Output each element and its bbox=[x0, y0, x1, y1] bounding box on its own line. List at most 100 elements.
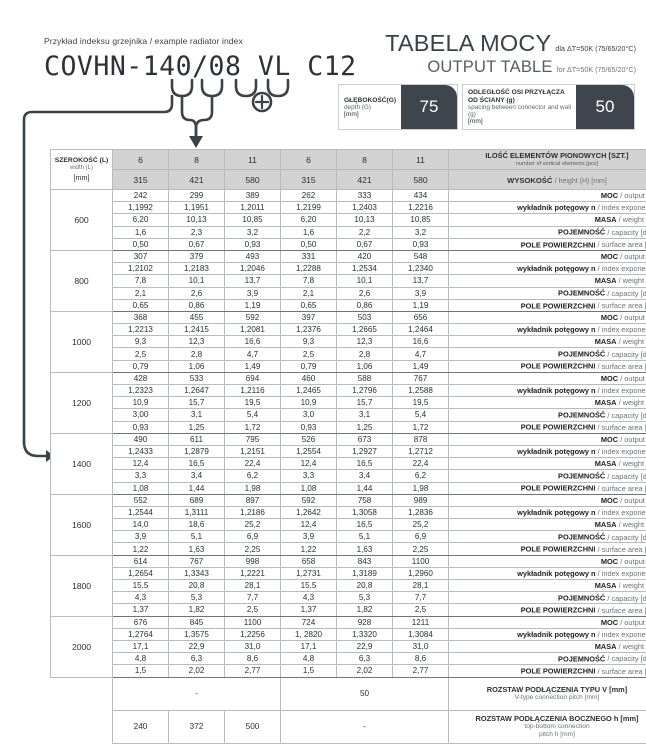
cell-value: 299 bbox=[168, 188, 225, 203]
bottom-row-v-connection: -50 ROZSTAW PODŁĄCZENIA TYPU V [mm] V-type… bbox=[50, 676, 646, 743]
table-row: 0,50 0,67 0,93 0,50 0,67 0,93 POLE POWIERZCHNI… bbox=[51, 237, 646, 251]
row-description-area: POLE POWIERZCHNI / surface area [m2] bbox=[448, 237, 646, 251]
cell-value: 17,1 bbox=[280, 639, 337, 654]
cell-value: 611 bbox=[168, 432, 225, 446]
cell-value: 1,2256 bbox=[224, 627, 281, 641]
cell-value: 1100 bbox=[392, 554, 449, 568]
cell-value: 7,7 bbox=[224, 591, 281, 605]
spec-depth-value: 75 bbox=[401, 85, 457, 129]
table-row: 3,9 5,1 6,9 3,9 5,1 6,9 POJEMNOŚĆ / capacity [… bbox=[51, 530, 646, 544]
cell-value: 5,1 bbox=[336, 530, 393, 544]
cell-value: 242 bbox=[112, 188, 169, 203]
cell-value: 10,13 bbox=[168, 213, 225, 227]
row-description-moc: MOC / output [W] bbox=[448, 188, 646, 203]
row-description-area: POLE POWIERZCHNI / surface area [m2] bbox=[448, 542, 646, 556]
row-width-label: 1800 bbox=[50, 554, 113, 617]
cell-value: 1,2011 bbox=[224, 201, 281, 215]
row-width-label: 1000 bbox=[50, 310, 113, 373]
cell-value: 25,2 bbox=[392, 518, 449, 532]
row-description-exponent: wykładnik potęgowy n / index exponent n bbox=[448, 444, 646, 459]
cell-value: 845 bbox=[168, 615, 225, 629]
cell-value: 3,9 bbox=[392, 286, 449, 300]
cell-value: 1,3575 bbox=[168, 627, 225, 641]
cell-value: 1,2433 bbox=[112, 444, 169, 459]
cell-value: 588 bbox=[336, 371, 393, 386]
table-row: 1,2323 1,2647 1,2116 1,2465 1,2796 1,2588 wykł… bbox=[51, 383, 646, 398]
cell-value: 1,63 bbox=[168, 542, 225, 556]
row-description-masa: MASA / weight [kg] bbox=[448, 335, 646, 349]
cell-value: 1,2647 bbox=[168, 383, 225, 398]
cell-value: 1,2213 bbox=[112, 323, 169, 337]
cell-value: 7,7 bbox=[392, 591, 449, 605]
cell-value: 397 bbox=[280, 310, 337, 325]
title-block: TABELA MOCY dla ΔT=50K (75/65/20°C) OUTPU… bbox=[316, 30, 636, 77]
cell-value: 22,4 bbox=[392, 457, 449, 471]
row-description-masa: MASA / weight [kg] bbox=[448, 518, 646, 532]
cell-value: 16,6 bbox=[224, 335, 281, 349]
output-data-table: SZEROKOŚĆ (L) width (L) [mm] 6 8 11 6 8 11 ILOŚĆ … bbox=[50, 149, 646, 744]
title-sub-line: OUTPUT TABLE for ΔT=50K (75/65/20°C) bbox=[316, 58, 636, 77]
cell-value: 0,67 bbox=[336, 237, 393, 251]
row-description-capacity: POJEMNOŚĆ / capacity [dm3] bbox=[448, 347, 646, 361]
header-element-count-6: 11 bbox=[392, 149, 449, 170]
cell-value: 3,9 bbox=[224, 286, 281, 300]
cell-value: 12,4 bbox=[280, 457, 337, 471]
cell-value: 1,98 bbox=[392, 481, 449, 495]
cell-value: 262 bbox=[280, 188, 337, 203]
spec-box-depth: GŁĘBOKOŚĆ(G) depth (G) [mm] 75 bbox=[338, 84, 458, 130]
cell-value: 1,2288 bbox=[280, 262, 337, 276]
cell-value: 2,1 bbox=[112, 286, 169, 300]
table-row: 2,1 2,6 3,9 2,1 2,6 3,9 POJEMNOŚĆ / capacity [… bbox=[51, 286, 646, 300]
cell-value: 9,3 bbox=[112, 335, 169, 349]
cell-value: 3,9 bbox=[112, 530, 169, 544]
spec-depth-text: GŁĘBOKOŚĆ(G) depth (G) [mm] bbox=[339, 85, 401, 129]
cell-value: 1,3189 bbox=[336, 566, 393, 581]
cell-value: 455 bbox=[168, 310, 225, 325]
table-row: 1,2433 1,2879 1,2151 1,2554 1,2927 1,2712 wykł… bbox=[51, 444, 646, 459]
table-row: 1,5 2,02 2,77 1,5 2,02 2,77 POLE POWIERZCHNI /… bbox=[51, 664, 646, 678]
row-description-area: POLE POWIERZCHNI / surface area [m2] bbox=[448, 298, 646, 312]
header-element-count-1: 6 bbox=[112, 149, 169, 170]
cell-value: 1,2102 bbox=[112, 262, 169, 276]
cell-value: 1,2151 bbox=[224, 444, 281, 459]
title-main-line: TABELA MOCY dla ΔT=50K (75/65/20°C) bbox=[316, 30, 636, 57]
cell-value: 16,6 bbox=[392, 335, 449, 349]
cell-value: 795 bbox=[224, 432, 281, 446]
cell-value: 13,7 bbox=[392, 274, 449, 288]
cell-value: 676 bbox=[112, 615, 169, 629]
cell-value: 4,8 bbox=[280, 652, 337, 666]
table-row: 1,6 2,3 3,2 1,6 2,2 3,2 POJEMNOŚĆ / capacity [… bbox=[51, 225, 646, 239]
cell-value: 28,1 bbox=[224, 578, 281, 593]
cell-value: 6,20 bbox=[280, 213, 337, 227]
cell-value: 493 bbox=[224, 249, 281, 264]
cell-value: 3,4 bbox=[168, 469, 225, 483]
row-description-moc: MOC / output [W] bbox=[448, 310, 646, 325]
table-header-row-heights: 315 421 580 315 421 580 WYSOKOŚĆ / height (H) … bbox=[51, 169, 646, 190]
row-width-label: 800 bbox=[50, 249, 113, 312]
example-index-block: Przykład indeksu grzejnika / example rad… bbox=[44, 36, 356, 82]
cell-value: 1,2046 bbox=[224, 262, 281, 276]
cell-value: 3,1 bbox=[336, 408, 393, 422]
table-row: 1,2654 1,3343 1,2221 1,2731 1,3189 1,2960 wykł… bbox=[51, 566, 646, 581]
cell-value: 2,6 bbox=[336, 286, 393, 300]
cell-value: 0,50 bbox=[112, 237, 169, 251]
cell-value: 15,5 bbox=[112, 578, 169, 593]
cell-value: 2,5 bbox=[392, 603, 449, 617]
cell-value: 614 bbox=[112, 554, 169, 568]
spec-spacing-text: ODLEGŁOŚĆ OSI PRZYŁĄCZA OD ŚCIANY (g) sp… bbox=[463, 85, 576, 129]
row-description-moc: MOC / output [W] bbox=[448, 615, 646, 629]
cell-value: 19,5 bbox=[224, 396, 281, 410]
header-height-4: 315 bbox=[280, 169, 337, 190]
cell-value: 4,3 bbox=[112, 591, 169, 605]
cell-value: 1,3343 bbox=[168, 566, 225, 581]
cell-value: 1,37 bbox=[280, 603, 337, 617]
cell-value: 10,1 bbox=[336, 274, 393, 288]
cell-value: 2,6 bbox=[168, 286, 225, 300]
cell-value: 1,37 bbox=[112, 603, 169, 617]
cell-value: 490 bbox=[112, 432, 169, 446]
bottom-h-right-value: - bbox=[280, 709, 449, 744]
